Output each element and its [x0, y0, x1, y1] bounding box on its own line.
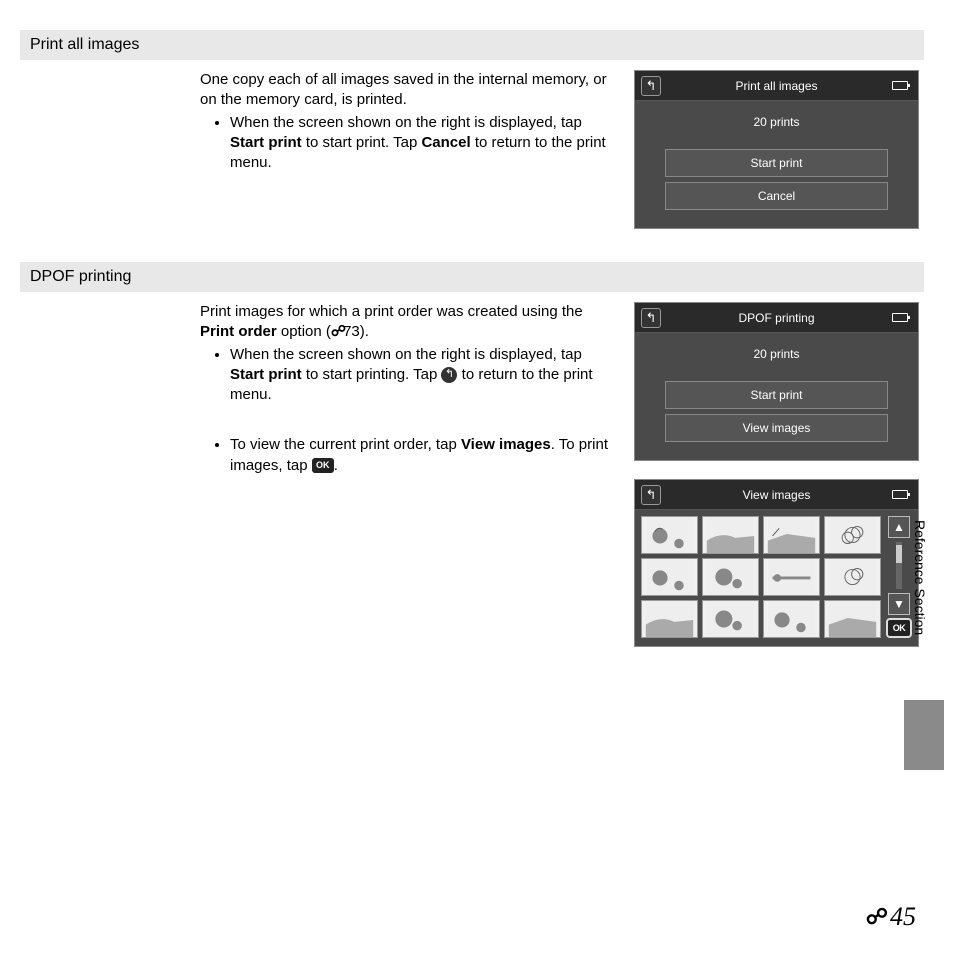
battery-icon [892, 313, 908, 322]
back-icon[interactable]: ↰ [641, 485, 661, 505]
camera-screen-view-images: ↰ View images [634, 479, 919, 647]
screen-header-3: ↰ View images [635, 480, 918, 510]
thumbnail[interactable] [824, 558, 881, 596]
thumbnail[interactable] [641, 558, 698, 596]
screen-body-2: 20 prints Start print View images [635, 333, 918, 460]
bullet-dpof-1: When the screen shown on the right is di… [230, 345, 614, 406]
t: . [334, 457, 338, 474]
scroll-column: ▲ ▼ OK [886, 516, 912, 638]
page-container: Print all images One copy each of all im… [0, 0, 954, 954]
print-count-2: 20 prints [665, 347, 888, 361]
side-label: Reference Section [912, 520, 928, 635]
cancel-button[interactable]: Cancel [665, 182, 888, 210]
thumbnail[interactable] [641, 516, 698, 554]
back-icon[interactable]: ↰ [641, 76, 661, 96]
bold-start-print-2: Start print [230, 366, 302, 383]
start-print-button-2[interactable]: Start print [665, 381, 888, 409]
screen-title: Print all images [735, 79, 817, 93]
bullets-dpof: When the screen shown on the right is di… [200, 345, 614, 406]
text-dpof: Print images for which a print order was… [120, 302, 614, 665]
section-header-print-all: Print all images [20, 30, 924, 60]
start-print-button[interactable]: Start print [665, 149, 888, 177]
scrollbar[interactable] [896, 542, 902, 589]
row-print-all: One copy each of all images saved in the… [120, 70, 924, 247]
screen-header: ↰ Print all images [635, 71, 918, 101]
camera-screen-print-all: ↰ Print all images 20 prints Start print… [634, 70, 919, 229]
scroll-up-button[interactable]: ▲ [888, 516, 910, 538]
thumbnail[interactable] [702, 600, 759, 638]
intro-dpof: Print images for which a print order was… [200, 302, 614, 343]
back-icon[interactable]: ↰ [641, 308, 661, 328]
screen-body: 20 prints Start print Cancel [635, 101, 918, 228]
thumbnail[interactable] [824, 600, 881, 638]
screen-col-1: ↰ Print all images 20 prints Start print… [634, 70, 924, 247]
bullet-dpof-2: To view the current print order, tap Vie… [230, 435, 614, 476]
t: 73). [343, 323, 369, 340]
thumbnail[interactable] [824, 516, 881, 554]
side-tab [904, 700, 944, 770]
screen-header-2: ↰ DPOF printing [635, 303, 918, 333]
thumbnail[interactable] [763, 558, 820, 596]
t: To view the current print order, tap [230, 436, 461, 453]
return-icon: ↰ [441, 367, 457, 383]
view-images-button[interactable]: View images [665, 414, 888, 442]
intro-print-all: One copy each of all images saved in the… [200, 70, 614, 111]
bold-start-print: Start print [230, 134, 302, 151]
camera-screen-dpof: ↰ DPOF printing 20 prints Start print Vi… [634, 302, 919, 461]
t: option ( [277, 323, 331, 340]
bold-print-order: Print order [200, 323, 277, 340]
bullets-print-all: When the screen shown on the right is di… [200, 113, 614, 174]
page-number: ☍ 45 [866, 902, 916, 932]
page-number-text: 45 [890, 902, 916, 932]
t: Print images for which a print order was… [200, 303, 583, 320]
scroll-down-button[interactable]: ▼ [888, 593, 910, 615]
reference-icon: ☍ [331, 323, 343, 340]
thumbnail-body: ▲ ▼ OK [635, 510, 918, 646]
battery-icon [892, 490, 908, 499]
text-print-all: One copy each of all images saved in the… [120, 70, 614, 247]
thumbnail[interactable] [763, 600, 820, 638]
screen-title-3: View images [743, 488, 811, 502]
battery-icon [892, 81, 908, 90]
bullets-dpof-2: To view the current print order, tap Vie… [200, 435, 614, 476]
print-count: 20 prints [665, 115, 888, 129]
t: to start print. Tap [302, 134, 422, 151]
t: to start printing. Tap [302, 366, 442, 383]
thumbnail[interactable] [641, 600, 698, 638]
bold-cancel: Cancel [421, 134, 470, 151]
bullet-print-all-1: When the screen shown on the right is di… [230, 113, 614, 174]
reference-icon: ☍ [866, 904, 885, 930]
screen-title-2: DPOF printing [738, 311, 814, 325]
bold-view-images: View images [461, 436, 551, 453]
ok-button[interactable]: OK [886, 618, 912, 638]
thumbnail-grid [641, 516, 881, 638]
row-dpof: Print images for which a print order was… [120, 302, 924, 665]
ok-icon: OK [312, 458, 334, 473]
t: When the screen shown on the right is di… [230, 114, 582, 131]
thumbnail[interactable] [763, 516, 820, 554]
t: When the screen shown on the right is di… [230, 346, 582, 363]
thumbnail[interactable] [702, 558, 759, 596]
section-header-dpof: DPOF printing [20, 262, 924, 292]
screen-col-2: ↰ DPOF printing 20 prints Start print Vi… [634, 302, 924, 665]
thumbnail[interactable] [702, 516, 759, 554]
